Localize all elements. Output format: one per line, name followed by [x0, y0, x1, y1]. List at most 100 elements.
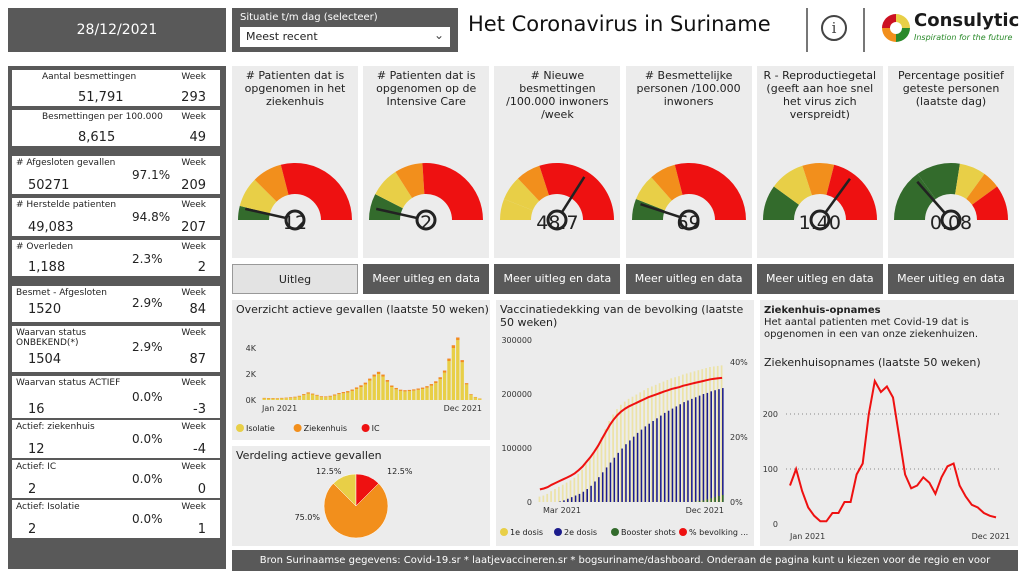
- stat-percentage: 2.3%: [132, 252, 163, 266]
- stat-week-value: 0: [197, 482, 206, 497]
- stat-label: Besmettingen per 100.000: [42, 112, 163, 122]
- stat-percentage: 0.0%: [132, 390, 163, 404]
- bar-2e-dosis: [683, 402, 685, 502]
- bar-ziekenhuis: [275, 398, 280, 399]
- bar-ziekenhuis: [438, 377, 442, 380]
- gauge-dial: [500, 163, 615, 231]
- bar-booster: [718, 496, 720, 502]
- bar-ziekenhuis: [315, 394, 319, 396]
- y-tick-label: 0K: [246, 396, 257, 405]
- meer-uitleg-button[interactable]: Meer uitleg en data: [625, 264, 752, 294]
- gauge-card: R - Reproductiegetal (geeft aan hoe snel…: [756, 66, 883, 258]
- bar-1e-dosis: [588, 458, 591, 502]
- gauge-segment: [635, 177, 672, 211]
- bar-ziekenhuis: [456, 337, 460, 341]
- bar-2e-dosis: [710, 391, 712, 502]
- stat-box: Waarvan status ACTIEF 16 0.0% Week -3: [12, 376, 220, 418]
- bar-ziekenhuis: [398, 389, 403, 391]
- bar-2e-dosis: [594, 481, 596, 502]
- gauge-value: 48.7: [536, 212, 579, 234]
- meer-uitleg-button[interactable]: Meer uitleg en data: [756, 264, 883, 294]
- active-cases-svg: 4K 2K 0K Jan 2021 Dec 2021 Isolatie Ziekenhuis…: [236, 337, 482, 433]
- legend-marker: [554, 528, 562, 536]
- stat-label: Actief: Isolatie: [16, 502, 80, 512]
- pie-svg: 75.0% 12.5% 12.5%: [295, 467, 413, 539]
- bar-2e-dosis: [621, 448, 623, 502]
- bar-1e-dosis: [631, 396, 634, 502]
- stat-box: Actief: Isolatie 2 0.0% Week 1: [12, 500, 220, 538]
- logo-name: Consulytic: [914, 10, 1020, 31]
- bar-2e-dosis: [632, 436, 635, 502]
- gauge-segment: [650, 164, 683, 201]
- y-tick-label: 4K: [246, 344, 257, 353]
- date-selector[interactable]: Situatie t/m dag (selecteer) Meest recen…: [232, 8, 458, 52]
- pie-value-label: 12.5%: [387, 467, 413, 476]
- gauge-card: Percentage positief geteste personen (la…: [888, 66, 1014, 258]
- bar-isolatie: [456, 340, 460, 400]
- stat-value: 1,188: [28, 260, 66, 275]
- bar-ziekenhuis: [346, 391, 350, 393]
- bar-ziekenhuis: [420, 387, 425, 389]
- meer-uitleg-button[interactable]: Meer uitleg en data: [494, 264, 621, 294]
- x-tick-label: Dec 2021: [686, 506, 724, 515]
- uitleg-button[interactable]: Uitleg: [232, 264, 358, 294]
- bar-2e-dosis: [660, 415, 662, 502]
- bar-ziekenhuis: [310, 393, 315, 395]
- stat-value: 8,615: [78, 130, 116, 145]
- bar-isolatie: [434, 383, 438, 400]
- legend-marker: [611, 528, 619, 536]
- stat-label: Waarvan status ACTIEF: [16, 378, 121, 388]
- bar-booster: [710, 498, 712, 502]
- stat-value: 1520: [28, 302, 62, 317]
- gauge-title: Percentage positief geteste personen (la…: [898, 69, 1004, 108]
- bar-1e-dosis: [557, 486, 560, 502]
- bar-1e-dosis: [685, 373, 688, 502]
- bar-ziekenhuis: [350, 389, 354, 391]
- legend-label: Ziekenhuis: [304, 424, 348, 433]
- gauge-segment: [674, 163, 746, 220]
- y-tick-label: 200000: [501, 390, 532, 399]
- gauge-segment: [500, 199, 534, 220]
- header-divider: [806, 8, 808, 52]
- stat-week-label: Week: [181, 502, 206, 512]
- gauge-segment: [254, 164, 289, 202]
- stat-percentage: 97.1%: [132, 168, 171, 182]
- bar-ziekenhuis: [372, 374, 376, 377]
- gauge-segment: [504, 178, 540, 211]
- bar-2e-dosis: [702, 394, 705, 502]
- meer-uitleg-button[interactable]: Meer uitleg en data: [888, 264, 1014, 294]
- bar-isolatie: [346, 392, 350, 400]
- stat-week-label: Week: [181, 288, 206, 298]
- date-selector-dropdown[interactable]: Meest recent ⌄: [240, 27, 450, 47]
- bar-1e-dosis: [701, 369, 704, 502]
- bar-ziekenhuis: [429, 384, 434, 386]
- y-tick-label: 2K: [246, 370, 257, 379]
- info-icon[interactable]: i: [821, 15, 847, 41]
- gauge-value: 2: [420, 212, 433, 234]
- y-tick-label: 100: [763, 465, 778, 474]
- gauge-segment: [395, 163, 425, 199]
- stat-box: Aantal besmettingen 51,791 Week 293: [12, 70, 220, 106]
- bar-isolatie: [385, 381, 390, 400]
- bar-1e-dosis: [585, 464, 587, 502]
- header-divider: [863, 8, 865, 52]
- stat-week-value: 49: [189, 130, 206, 145]
- bar-2e-dosis: [629, 440, 631, 502]
- gauge-needle: [244, 207, 287, 220]
- meer-uitleg-button[interactable]: Meer uitleg en data: [363, 264, 490, 294]
- bar-2e-dosis: [601, 472, 604, 502]
- bar-1e-dosis: [662, 381, 665, 502]
- legend-label: Booster shots: [621, 528, 676, 537]
- bar-isolatie: [390, 387, 394, 400]
- bar-2e-dosis: [574, 495, 577, 502]
- logo-tagline: Inspiration for the future: [914, 33, 1013, 42]
- bar-2e-dosis: [590, 485, 592, 502]
- bar-1e-dosis: [647, 388, 649, 502]
- bar-isolatie: [297, 396, 302, 400]
- stat-week-label: Week: [181, 328, 206, 338]
- x-tick-label: Mar 2021: [543, 506, 581, 515]
- bar-1e-dosis: [693, 371, 696, 502]
- line-percentage-population: [539, 376, 723, 491]
- bar-2e-dosis: [640, 429, 643, 502]
- bar-ziekenhuis: [460, 360, 464, 363]
